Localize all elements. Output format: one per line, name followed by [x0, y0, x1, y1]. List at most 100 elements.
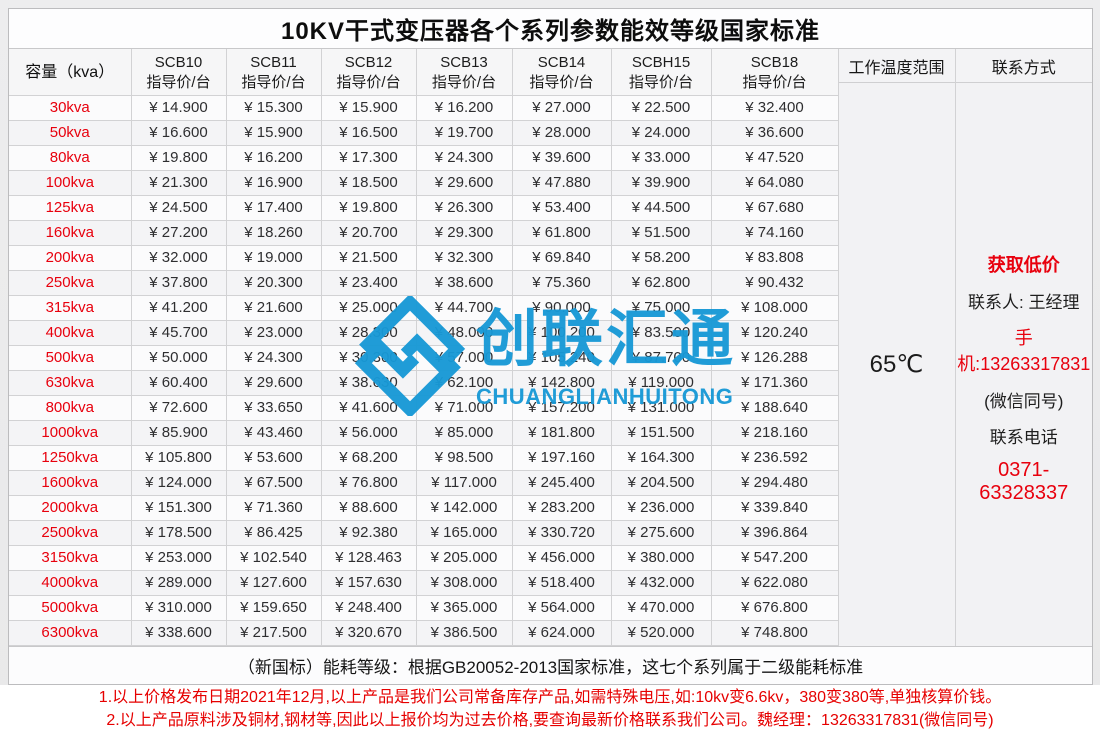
- capacity-cell: 3150kva: [9, 545, 132, 571]
- series-header-scb10: SCB10 指导价/台: [131, 49, 227, 96]
- table-row: 630kva ¥ 60.400 ¥ 29.600 ¥ 38.630 ¥ 62.100 ¥ …: [9, 370, 839, 396]
- table-row: 4000kva ¥ 289.000 ¥ 127.600 ¥ 157.630 ¥ 308.…: [9, 570, 839, 596]
- price-cell: ¥ 126.288: [711, 345, 839, 371]
- price-cell: ¥ 23.400: [321, 270, 417, 296]
- price-cell: ¥ 748.800: [711, 620, 839, 647]
- price-cell: ¥ 47.520: [711, 145, 839, 171]
- price-note-2: 2.以上产品原料涉及铜材,钢材等,因此以上报价均为过去价格,要查询最新价格联系我…: [106, 712, 994, 729]
- price-cell: ¥ 21.300: [131, 170, 227, 196]
- price-cell: ¥ 75.000: [611, 295, 712, 321]
- table-row: 30kva ¥ 14.900 ¥ 15.300 ¥ 15.900 ¥ 16.200 ¥ 2…: [9, 95, 839, 121]
- price-cell: ¥ 432.000: [611, 570, 712, 596]
- table-row: 200kva ¥ 32.000 ¥ 19.000 ¥ 21.500 ¥ 32.300 ¥ …: [9, 245, 839, 271]
- table-row: 100kva ¥ 21.300 ¥ 16.900 ¥ 18.500 ¥ 29.600 ¥ …: [9, 170, 839, 196]
- table-row: 80kva ¥ 19.800 ¥ 16.200 ¥ 17.300 ¥ 24.300 ¥ 3…: [9, 145, 839, 171]
- price-cell: ¥ 24.500: [131, 195, 227, 221]
- capacity-cell: 125kva: [9, 195, 132, 221]
- phone-label: 联系电话: [989, 428, 1058, 447]
- price-cell: ¥ 43.460: [226, 420, 322, 446]
- capacity-cell: 200kva: [9, 245, 132, 271]
- price-cell: ¥ 37.800: [131, 270, 227, 296]
- price-cell: ¥ 294.480: [711, 470, 839, 496]
- price-cell: ¥ 19.000: [226, 245, 322, 271]
- price-cell: ¥ 396.864: [711, 520, 839, 546]
- price-cell: ¥ 28.300: [321, 320, 417, 346]
- price-cell: ¥ 83.500: [611, 320, 712, 346]
- price-cell: ¥ 676.800: [711, 595, 839, 621]
- standard-note: （新国标）能耗等级：根据GB20052-2013国家标准，这七个系列属于二级能耗…: [9, 646, 1092, 684]
- capacity-cell: 315kva: [9, 295, 132, 321]
- mobile-number: 手机:13263317831: [957, 328, 1091, 374]
- price-cell: ¥ 20.300: [226, 270, 322, 296]
- table-row: 2500kva ¥ 178.500 ¥ 86.425 ¥ 92.380 ¥ 165.00…: [9, 520, 839, 546]
- table-row: 5000kva ¥ 310.000 ¥ 159.650 ¥ 248.400 ¥ 365.…: [9, 595, 839, 621]
- capacity-cell: 30kva: [9, 95, 132, 121]
- table-row: 125kva ¥ 24.500 ¥ 17.400 ¥ 19.800 ¥ 26.300 ¥ …: [9, 195, 839, 221]
- price-cell: ¥ 124.000: [131, 470, 227, 496]
- price-cell: ¥ 15.300: [226, 95, 322, 121]
- price-cell: ¥ 14.900: [131, 95, 227, 121]
- capacity-cell: 1000kva: [9, 420, 132, 446]
- price-cell: ¥ 83.808: [711, 245, 839, 271]
- capacity-cell: 2500kva: [9, 520, 132, 546]
- contact-person: 联系人: 王经理: [968, 293, 1080, 312]
- price-cell: ¥ 19.700: [416, 120, 513, 146]
- price-cell: ¥ 197.160: [512, 445, 612, 471]
- table-row: 250kva ¥ 37.800 ¥ 20.300 ¥ 23.400 ¥ 38.600 ¥ …: [9, 270, 839, 296]
- price-cell: ¥ 92.380: [321, 520, 417, 546]
- price-cell: ¥ 217.500: [226, 620, 322, 647]
- capacity-cell: 400kva: [9, 320, 132, 346]
- price-cell: ¥ 86.425: [226, 520, 322, 546]
- price-cell: ¥ 25.000: [321, 295, 417, 321]
- price-cell: ¥ 19.800: [131, 145, 227, 171]
- price-cell: ¥ 24.300: [226, 345, 322, 371]
- series-header-scbh15: SCBH15 指导价/台: [611, 49, 712, 96]
- price-cell: ¥ 21.600: [226, 295, 322, 321]
- price-cell: ¥ 253.000: [131, 545, 227, 571]
- price-cell: ¥ 33.650: [226, 395, 322, 421]
- price-cell: ¥ 16.500: [321, 120, 417, 146]
- price-cell: ¥ 26.300: [416, 195, 513, 221]
- price-cell: ¥ 100.200: [512, 320, 612, 346]
- price-cell: ¥ 248.400: [321, 595, 417, 621]
- price-cell: ¥ 53.400: [512, 195, 612, 221]
- price-cell: ¥ 470.000: [611, 595, 712, 621]
- contact-column: 联系方式 获取低价 联系人: 王经理 手机:13263317831 (微信同号)…: [954, 49, 1092, 646]
- capacity-cell: 50kva: [9, 120, 132, 146]
- price-cell: ¥ 624.000: [512, 620, 612, 647]
- price-cell: ¥ 74.160: [711, 220, 839, 246]
- price-cell: ¥ 29.300: [416, 220, 513, 246]
- price-cell: ¥ 44.700: [416, 295, 513, 321]
- price-cell: ¥ 365.000: [416, 595, 513, 621]
- price-cell: ¥ 67.500: [226, 470, 322, 496]
- price-cell: ¥ 338.600: [131, 620, 227, 647]
- price-cell: ¥ 18.500: [321, 170, 417, 196]
- price-cell: ¥ 547.200: [711, 545, 839, 571]
- price-cell: ¥ 622.080: [711, 570, 839, 596]
- temperature-column: 工作温度范围 65℃: [838, 49, 955, 646]
- series-header-scb11: SCB11 指导价/台: [226, 49, 322, 96]
- price-cell: ¥ 105.240: [512, 345, 612, 371]
- price-cell: ¥ 17.300: [321, 145, 417, 171]
- capacity-cell: 630kva: [9, 370, 132, 396]
- price-cell: ¥ 564.000: [512, 595, 612, 621]
- wechat-note: (微信同号): [984, 392, 1064, 411]
- table-row: 400kva ¥ 45.700 ¥ 23.000 ¥ 28.300 ¥ 48.000 ¥ …: [9, 320, 839, 346]
- price-cell: ¥ 85.900: [131, 420, 227, 446]
- right-panel: 工作温度范围 65℃ 联系方式 获取低价 联系人: 王经理 手机:1326331…: [838, 49, 1092, 646]
- price-table-header: 容量（kva） SCB10 指导价/台 SCB11 指导价/台 SCB12 指导价/台…: [9, 49, 839, 96]
- table-row: 6300kva ¥ 338.600 ¥ 217.500 ¥ 320.670 ¥ 386.…: [9, 620, 839, 647]
- contact-cell: 获取低价 联系人: 王经理 手机:13263317831 (微信同号) 联系电话…: [955, 83, 1092, 646]
- table-row: 800kva ¥ 72.600 ¥ 33.650 ¥ 41.600 ¥ 71.000 ¥ …: [9, 395, 839, 421]
- price-cell: ¥ 151.300: [131, 495, 227, 521]
- price-cell: ¥ 171.360: [711, 370, 839, 396]
- price-cell: ¥ 102.540: [226, 545, 322, 571]
- price-cell: ¥ 57.000: [416, 345, 513, 371]
- price-cell: ¥ 16.600: [131, 120, 227, 146]
- price-cell: ¥ 24.000: [611, 120, 712, 146]
- temperature-cell: 65℃: [838, 83, 955, 646]
- price-cell: ¥ 44.500: [611, 195, 712, 221]
- price-cell: ¥ 62.800: [611, 270, 712, 296]
- capacity-cell: 100kva: [9, 170, 132, 196]
